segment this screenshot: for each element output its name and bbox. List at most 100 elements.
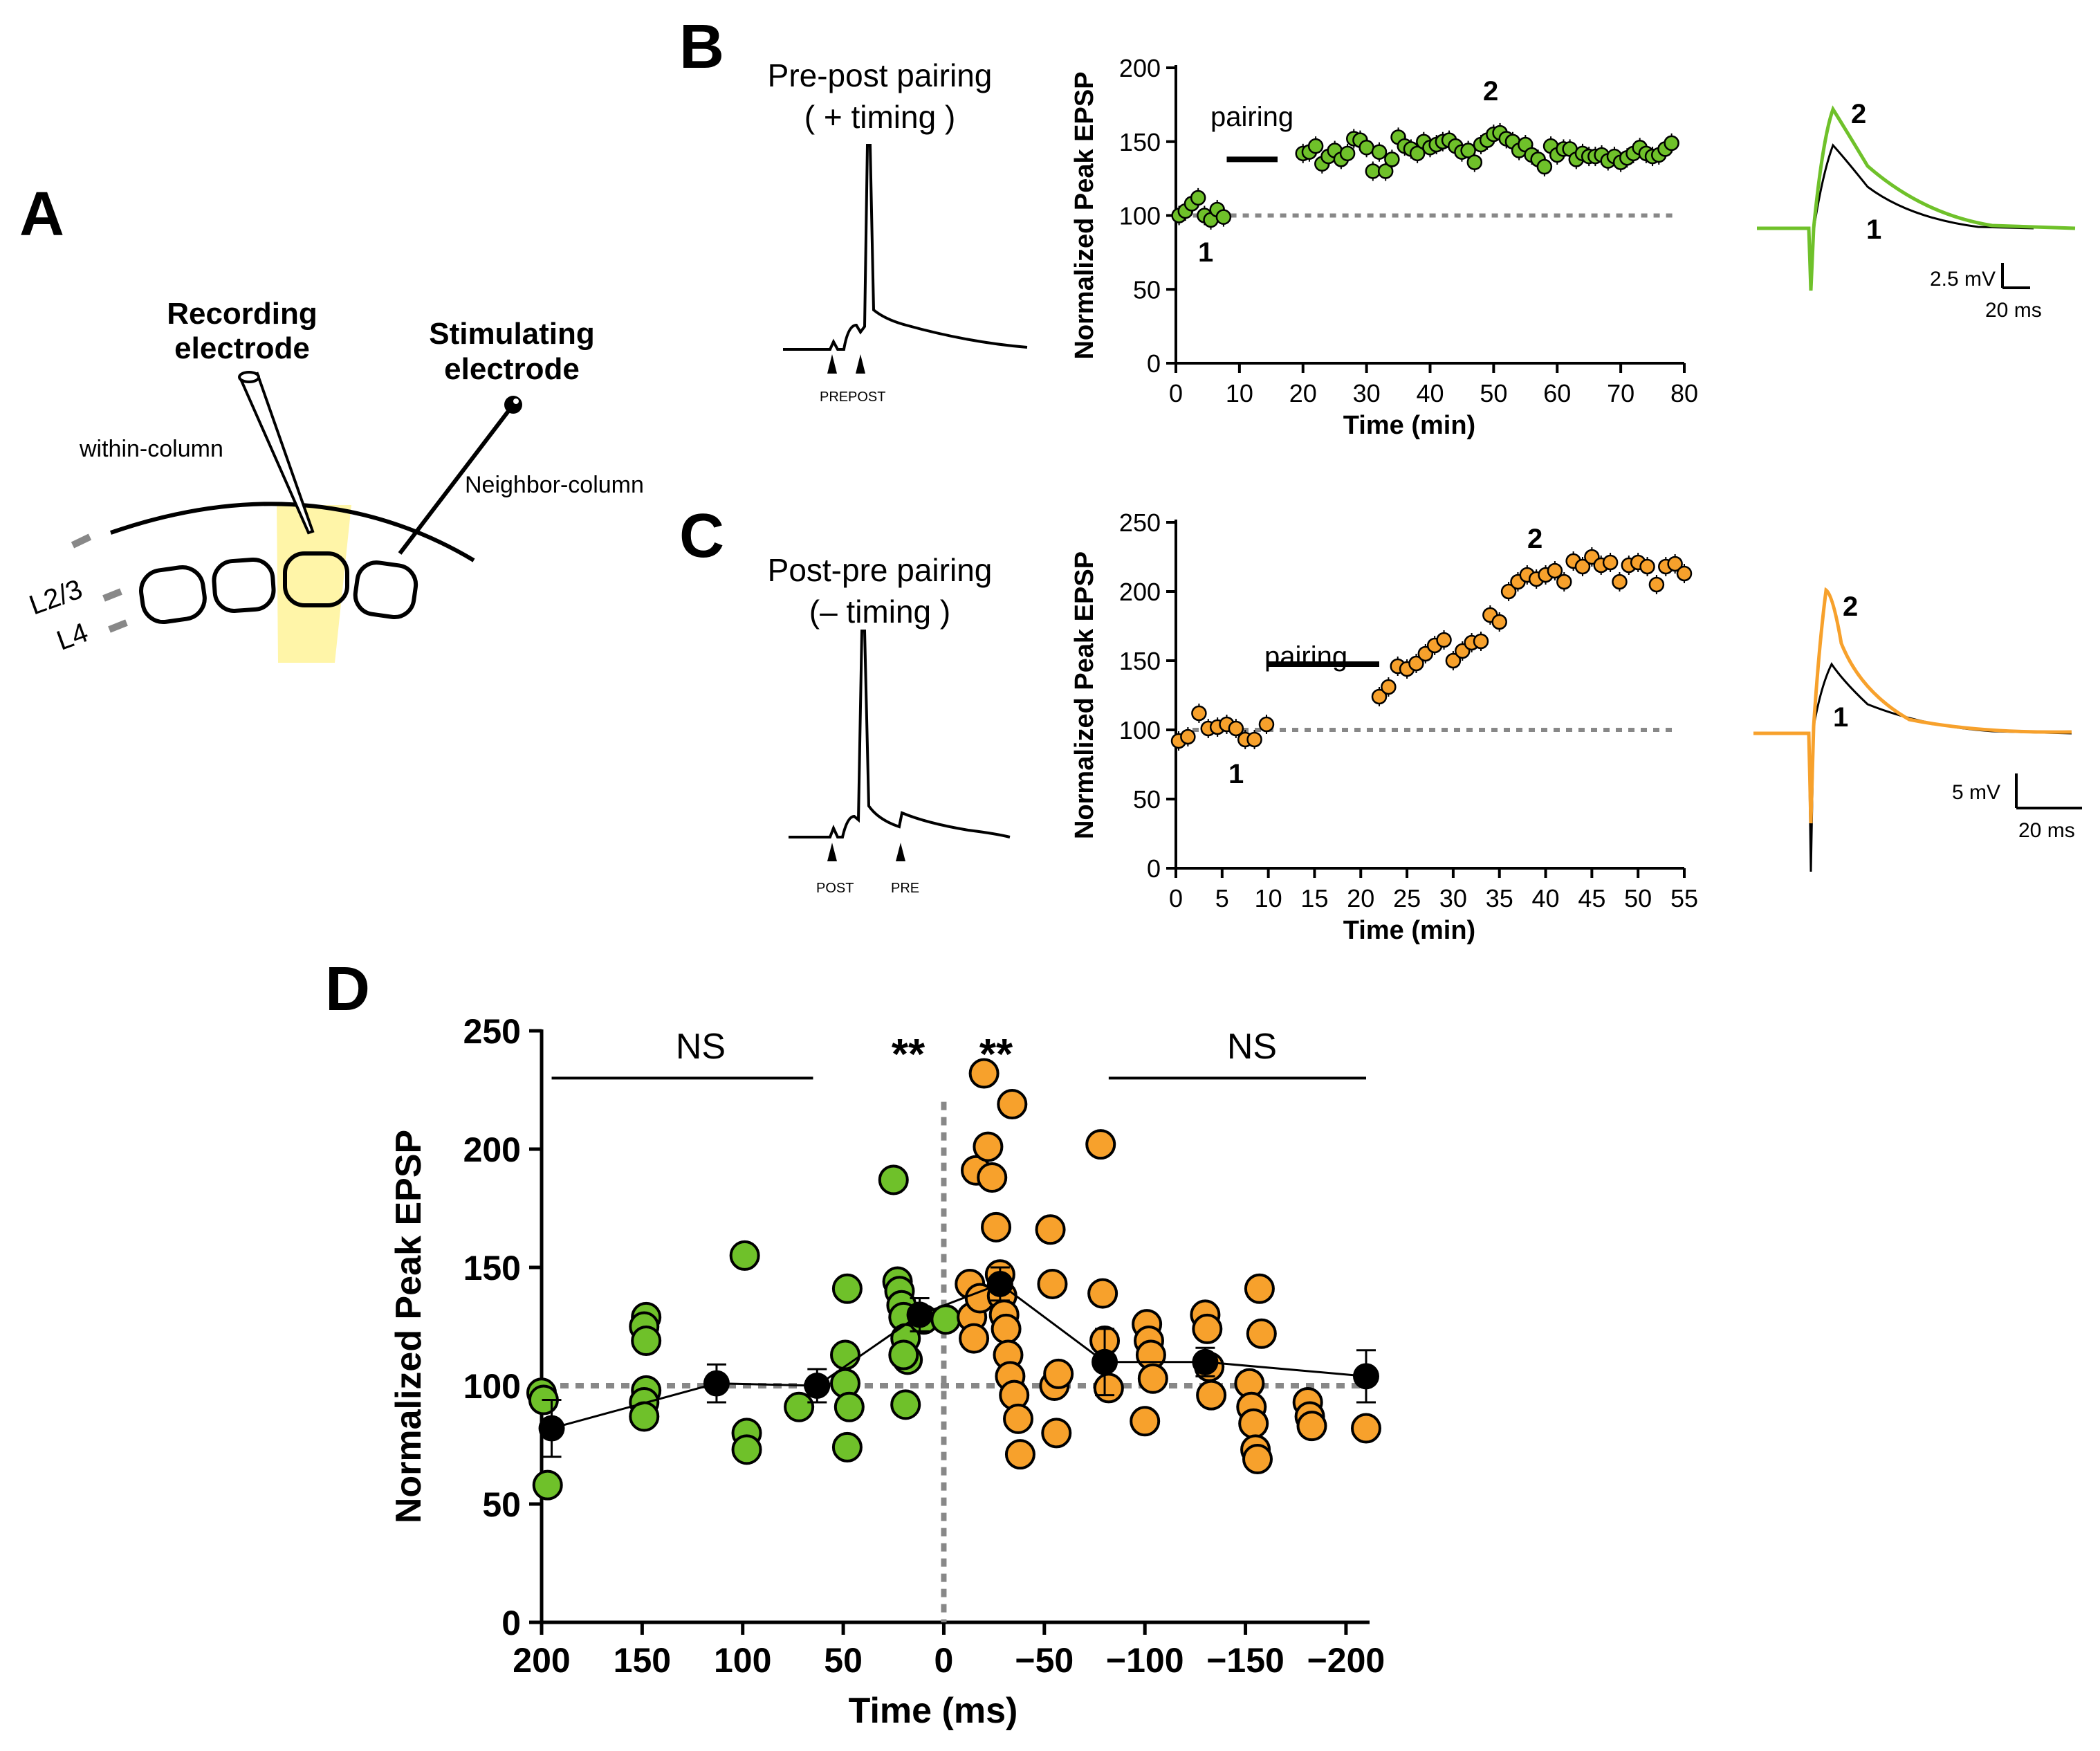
panel-b-xtick-label: 50 — [1480, 379, 1507, 407]
panel-c-protocol-trace — [789, 630, 1011, 838]
panel-b-pre-tick: PRE — [820, 389, 848, 405]
panel-d-point-post-pre — [1037, 1268, 1068, 1299]
panel-c-xtick-label: 40 — [1532, 884, 1560, 913]
barrel-1 — [139, 565, 207, 625]
panel-d-point-post-pre — [1246, 1318, 1277, 1349]
panel-c-point — [1667, 556, 1683, 572]
barrel-2 — [212, 557, 276, 613]
panel-b-point — [1377, 163, 1394, 179]
panel-d-point-post-pre — [1242, 1444, 1273, 1475]
panel-b-point — [1409, 145, 1426, 162]
panel-d-point-pre-post — [833, 1391, 865, 1422]
panel-d-point-post-pre — [997, 1089, 1028, 1120]
panel-c-xtick-label: 0 — [1169, 884, 1183, 913]
panel-d-xtick-label: −50 — [1015, 1641, 1074, 1680]
panel-b-ytick-label: 200 — [1119, 54, 1161, 82]
panel-c-xtick-label: 20 — [1347, 884, 1374, 913]
panel-d-point-post-pre — [1296, 1411, 1327, 1442]
layer-dash-3 — [108, 619, 128, 633]
panel-b-point — [1466, 154, 1483, 170]
panel-d-ytick-label: 250 — [463, 1012, 521, 1051]
within-column-label: within-column — [79, 436, 223, 462]
stimulating-electrode — [398, 403, 515, 555]
panel-b-point — [1384, 152, 1400, 167]
panel-c-scale-v: 5 mV — [1952, 781, 2000, 804]
panel-d-point-pre-post — [831, 1431, 863, 1463]
panel-d-xtick-label: 50 — [824, 1641, 863, 1680]
panel-d-xtick-label: 100 — [714, 1641, 771, 1680]
panel-c-point — [1612, 574, 1628, 590]
panel-b-chart: 0 50 100 150 200 0 10 20 30 40 50 60 70 80 Time (min) N… — [1070, 54, 1698, 440]
panel-d-mean-point — [1192, 1348, 1219, 1375]
panel-b-ytick-label: 150 — [1119, 128, 1161, 156]
panel-c-label: C — [679, 502, 724, 571]
panel-c-pre-tick: PRE — [891, 881, 919, 896]
panel-c-point — [1574, 558, 1591, 575]
recording-label-1: Recording — [167, 297, 317, 331]
panel-d-point-pre-post — [831, 1273, 863, 1304]
panel-d-xtick-label: −100 — [1106, 1641, 1184, 1680]
panel-b-xtick-label: 70 — [1607, 379, 1634, 407]
panel-d-xlabel: Time (ms) — [849, 1691, 1018, 1731]
panel-d-ns-left: NS — [676, 1027, 726, 1067]
panel-d-label: D — [325, 955, 370, 1024]
panel-d-point-post-pre — [977, 1162, 1008, 1193]
panel-c-ytick-label: 0 — [1147, 854, 1161, 883]
panel-b-scale-v: 2.5 mV — [1930, 268, 1996, 291]
panel-d-point-post-pre — [1004, 1439, 1035, 1470]
recording-label-2: electrode — [174, 331, 310, 365]
panel-b-trace-baseline — [1757, 143, 2034, 284]
panel-c: C Post-pre pairing (– timing ) POST PRE … — [679, 502, 2082, 945]
panel-b-trace-potentiated — [1757, 105, 2076, 291]
panel-b-point — [1460, 143, 1476, 158]
panel-d-ns-right: NS — [1227, 1027, 1277, 1067]
panel-c-ytick-label: 150 — [1119, 647, 1161, 675]
panel-c-point — [1381, 679, 1397, 695]
panel-d-mean-point — [906, 1301, 933, 1328]
panel-c-ylabel: Normalized Peak EPSP — [1070, 551, 1099, 839]
panel-c-point — [1228, 720, 1244, 737]
panel-d-point-pre-post — [888, 1339, 919, 1370]
panel-c-point — [1191, 705, 1207, 722]
panel-b-xtick-label: 10 — [1226, 379, 1253, 407]
panel-d-point-post-pre — [1043, 1358, 1074, 1389]
panel-c-xtick-label: 15 — [1300, 884, 1328, 913]
panel-c-pre-arrow — [896, 843, 905, 861]
layer-dash-2 — [102, 588, 122, 602]
panel-b-ylabel: Normalized Peak EPSP — [1070, 71, 1099, 359]
panel-c-xtick-label: 5 — [1215, 884, 1229, 913]
panel-d-point-post-pre — [973, 1131, 1004, 1162]
panel-d-point-post-pre — [1351, 1413, 1381, 1444]
panel-c-point — [1491, 614, 1507, 630]
panel-b-pre-arrow — [827, 354, 837, 374]
panel-c-protocol-title-2: (– timing ) — [809, 594, 950, 630]
panel-c-xtick-label: 30 — [1439, 884, 1467, 913]
panel-b-ytick-label: 100 — [1119, 202, 1161, 230]
stimulating-label-1: Stimulating — [429, 317, 595, 351]
panel-b-point — [1371, 144, 1388, 160]
panel-d-point-pre-post — [631, 1326, 662, 1357]
panel-d-point-post-pre — [1093, 1373, 1124, 1404]
panel-d-xtick-label: 150 — [614, 1641, 671, 1680]
panel-d-chart: 0 50 100 150 200 250 200 150 100 50 0 −50 −100 −150 −2… — [389, 1012, 1385, 1731]
panel-b-xlabel: Time (min) — [1343, 411, 1475, 440]
panel-d-point-pre-post — [878, 1164, 909, 1195]
panel-b-point — [1215, 209, 1232, 225]
panel-d-point-pre-post — [830, 1339, 861, 1370]
panel-d-xtick-label: 0 — [934, 1641, 954, 1680]
panel-d-point-post-pre — [1137, 1363, 1168, 1394]
panel-d-mean-point — [703, 1370, 730, 1397]
panel-d-point-post-pre — [968, 1058, 1000, 1089]
panel-b-point — [1190, 190, 1206, 206]
panel-b-label: B — [679, 12, 724, 82]
panel-d-point-post-pre — [1192, 1313, 1223, 1344]
panel-b-post-arrow — [856, 354, 865, 374]
panel-b-protocol-title-2: ( + timing ) — [804, 99, 956, 135]
panel-b-point — [1339, 145, 1356, 162]
panel-d-mean-point — [986, 1270, 1013, 1297]
panel-c-point — [1547, 562, 1563, 579]
panel-d-ytick-label: 50 — [482, 1485, 521, 1524]
recording-electrode-tip-top — [238, 371, 260, 383]
panel-c-pairing-label: pairing — [1264, 641, 1347, 672]
panel-c-point — [1639, 558, 1655, 575]
